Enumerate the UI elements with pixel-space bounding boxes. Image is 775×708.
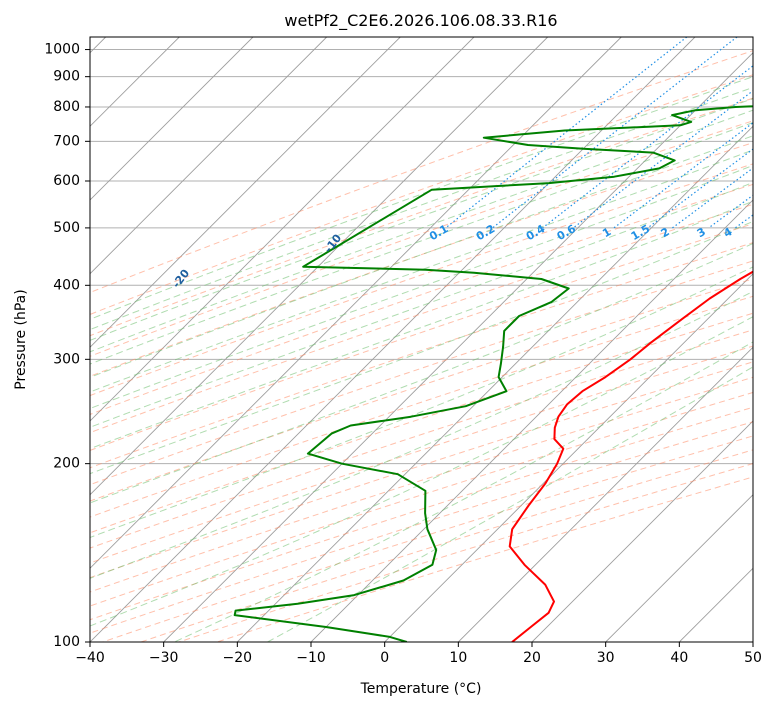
mixing-ratio-line [445,37,688,229]
dry-adiabat-label: -10 [322,231,345,255]
dry-adiabat-line [90,361,753,579]
moist-adiabat-line [174,341,753,642]
isotherm-line [90,37,622,569]
isotherm-line [90,37,401,348]
moist-adiabat-line [90,316,753,627]
x-tick-label: −10 [296,650,326,666]
x-tick-label: −30 [149,650,179,666]
y-tick-label: 400 [53,277,80,293]
moist-adiabat-line [267,366,753,642]
dry-adiabat-line [90,163,753,397]
y-tick-label: 1000 [44,42,80,58]
mixing-ratio-line [492,37,738,229]
isotherm-line [384,273,753,642]
dry-adiabat-line [90,223,753,451]
dry-adiabat-label: -20 [170,267,193,291]
y-tick-label: 300 [53,351,80,367]
dry-adiabat-line [90,183,753,415]
x-tick-label: 20 [523,650,541,666]
dewpoint-profile-line [233,105,753,642]
x-tick-label: 0 [380,650,389,666]
moist-adiabat-line [90,86,753,331]
isotherm-line [90,37,549,496]
moist-adiabat-line [90,200,753,450]
isotherm-line [163,52,753,642]
isotherm-line [90,37,328,275]
dry-adiabat-line [90,203,753,434]
moist-adiabat-line [90,109,753,353]
dry-adiabat-line [90,376,753,593]
dry-adiabat-line [140,449,753,642]
mixing-ratio-label: 0.4 [524,222,548,243]
x-tick-label: 30 [597,650,615,666]
isotherm-line [236,125,753,642]
y-tick-label: 900 [53,69,80,85]
dry-adiabat-label: -30 [46,293,69,317]
moist-adiabat-line [90,242,753,504]
mixing-ratio-line [734,214,753,229]
dry-adiabat-line [90,329,753,549]
y-tick-label: 500 [53,220,80,236]
y-axis-label: Pressure (hPa) [13,289,29,389]
y-tick-label: 700 [53,133,80,149]
dry-adiabat-line [90,120,753,357]
isotherm-line [605,494,753,642]
dry-adiabat-line [90,97,753,337]
mixing-ratio-line [572,89,753,229]
mixing-ratio-label: 6 [760,225,773,240]
x-tick-label: −20 [223,650,253,666]
mixing-ratio-label: 2 [659,225,672,240]
isotherm-line [90,37,696,642]
mixing-ratio-label: 1.5 [629,222,652,243]
x-tick-label: 40 [670,650,688,666]
y-tick-label: 200 [53,456,80,472]
mixing-ratio-line [613,122,753,229]
dry-adiabat-line [217,476,753,642]
isotherm-line [90,37,475,422]
y-tick-label: 800 [53,99,80,115]
dry-adiabat-line [178,463,753,642]
moist-adiabat-line [90,181,753,428]
isotherm-line [678,567,753,642]
isotherm-line [457,346,753,642]
x-tick-label: −40 [75,650,105,666]
isotherm-line [310,199,753,642]
dry-adiabat-line [90,345,753,564]
x-axis-label: Temperature (°C) [360,681,482,697]
x-tick-label: 10 [449,650,467,666]
plot-frame [89,36,754,643]
isotherm-line [90,37,254,201]
temperature-profile-line [508,270,753,642]
mixing-ratio-line [672,167,753,229]
chart-title: wetPf2_C2E6.2026.106.08.33.R16 [284,11,557,31]
moist-adiabat-line [90,220,753,475]
mixing-ratio-label: 0.1 [427,222,450,243]
y-tick-label: 100 [53,634,80,650]
isotherm-line [752,641,753,642]
mixing-ratio-label: 0.2 [474,222,497,243]
dry-adiabat-line [90,142,753,377]
isotherm-line [531,420,753,642]
mixing-ratio-label: 3 [695,225,708,240]
mixing-ratio-label: 0.6 [555,222,579,243]
x-tick-label: 50 [744,650,762,666]
mixing-ratio-label: 4 [721,225,734,240]
moist-adiabat-line [90,164,753,410]
y-tick-label: 600 [53,173,80,189]
mixing-ratio-line [542,65,753,229]
dry-adiabat-line [102,435,753,642]
